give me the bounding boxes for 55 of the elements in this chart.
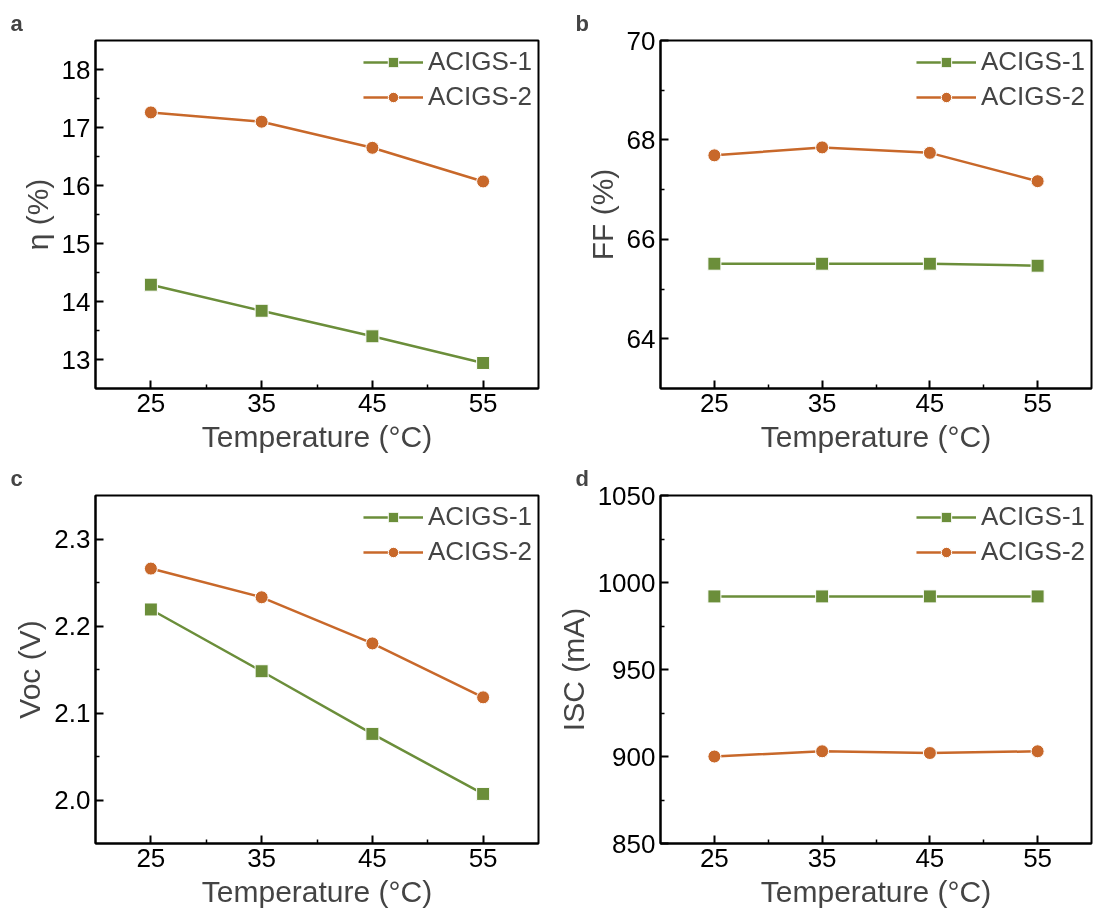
y-tick-label: 13: [61, 344, 91, 375]
x-tick-label: 45: [357, 387, 387, 418]
legend-label: ACIGS-2: [980, 81, 1085, 112]
y-tick-label: 14: [61, 286, 91, 317]
legend-label: ACIGS-1: [980, 46, 1085, 77]
x-tick-label: 25: [136, 842, 166, 873]
y-tick-label: 900: [612, 741, 656, 772]
x-tick-label: 35: [247, 387, 277, 418]
y-tick-label: 2.3: [54, 524, 91, 554]
y-tick-label: 1050: [597, 480, 656, 511]
x-tick-label: 45: [915, 387, 945, 418]
x-axis-title: Temperature (°C): [201, 419, 433, 453]
y-axis-title: Voc (V): [13, 620, 47, 719]
x-tick-label: 55: [1023, 842, 1053, 873]
x-axis-title: Temperature (°C): [760, 419, 992, 453]
x-tick-label: 55: [468, 387, 498, 418]
y-axis-title: η (%): [20, 178, 54, 251]
x-tick-label: 35: [807, 842, 837, 873]
x-axis-title: Temperature (°C): [760, 874, 992, 908]
y-tick-label: 2.1: [54, 698, 91, 728]
y-axis-title: FF (%): [585, 168, 619, 261]
legend-label: ACIGS-1: [427, 501, 532, 532]
x-tick-label: 35: [247, 842, 277, 873]
y-tick-label: 18: [61, 54, 91, 85]
text: c: [10, 465, 23, 491]
y-tick-label: 17: [61, 112, 91, 143]
legend-label: ACIGS-1: [427, 46, 532, 77]
y-tick-label: 64: [626, 323, 656, 354]
y-tick-label: 66: [626, 224, 656, 255]
legend-label: ACIGS-2: [427, 81, 532, 112]
y-tick-label: 16: [61, 170, 91, 201]
text: d: [575, 465, 589, 491]
x-tick-label: 35: [807, 387, 837, 418]
x-tick-label: 45: [357, 842, 387, 873]
x-tick-label: 25: [699, 387, 729, 418]
y-axis-title: ISC (mA): [556, 607, 590, 732]
x-tick-label: 25: [699, 842, 729, 873]
x-tick-label: 55: [468, 842, 498, 873]
y-tick-label: 70: [626, 25, 656, 56]
y-tick-label: 850: [612, 828, 656, 859]
x-axis-title: Temperature (°C): [201, 874, 433, 908]
x-tick-label: 25: [136, 387, 166, 418]
x-tick-label: 45: [915, 842, 945, 873]
y-tick-label: 950: [612, 654, 656, 685]
text: a: [10, 10, 24, 36]
legend-label: ACIGS-2: [980, 536, 1085, 567]
y-tick-label: 68: [626, 124, 656, 155]
x-tick-label: 55: [1023, 387, 1053, 418]
text: b: [575, 10, 589, 36]
y-tick-label: 15: [61, 228, 91, 259]
y-tick-label: 1000: [597, 567, 656, 598]
y-tick-label: 2.2: [54, 611, 91, 641]
legend-label: ACIGS-1: [980, 501, 1085, 532]
legend-label: ACIGS-2: [427, 536, 532, 567]
y-tick-label: 2.0: [54, 785, 91, 815]
